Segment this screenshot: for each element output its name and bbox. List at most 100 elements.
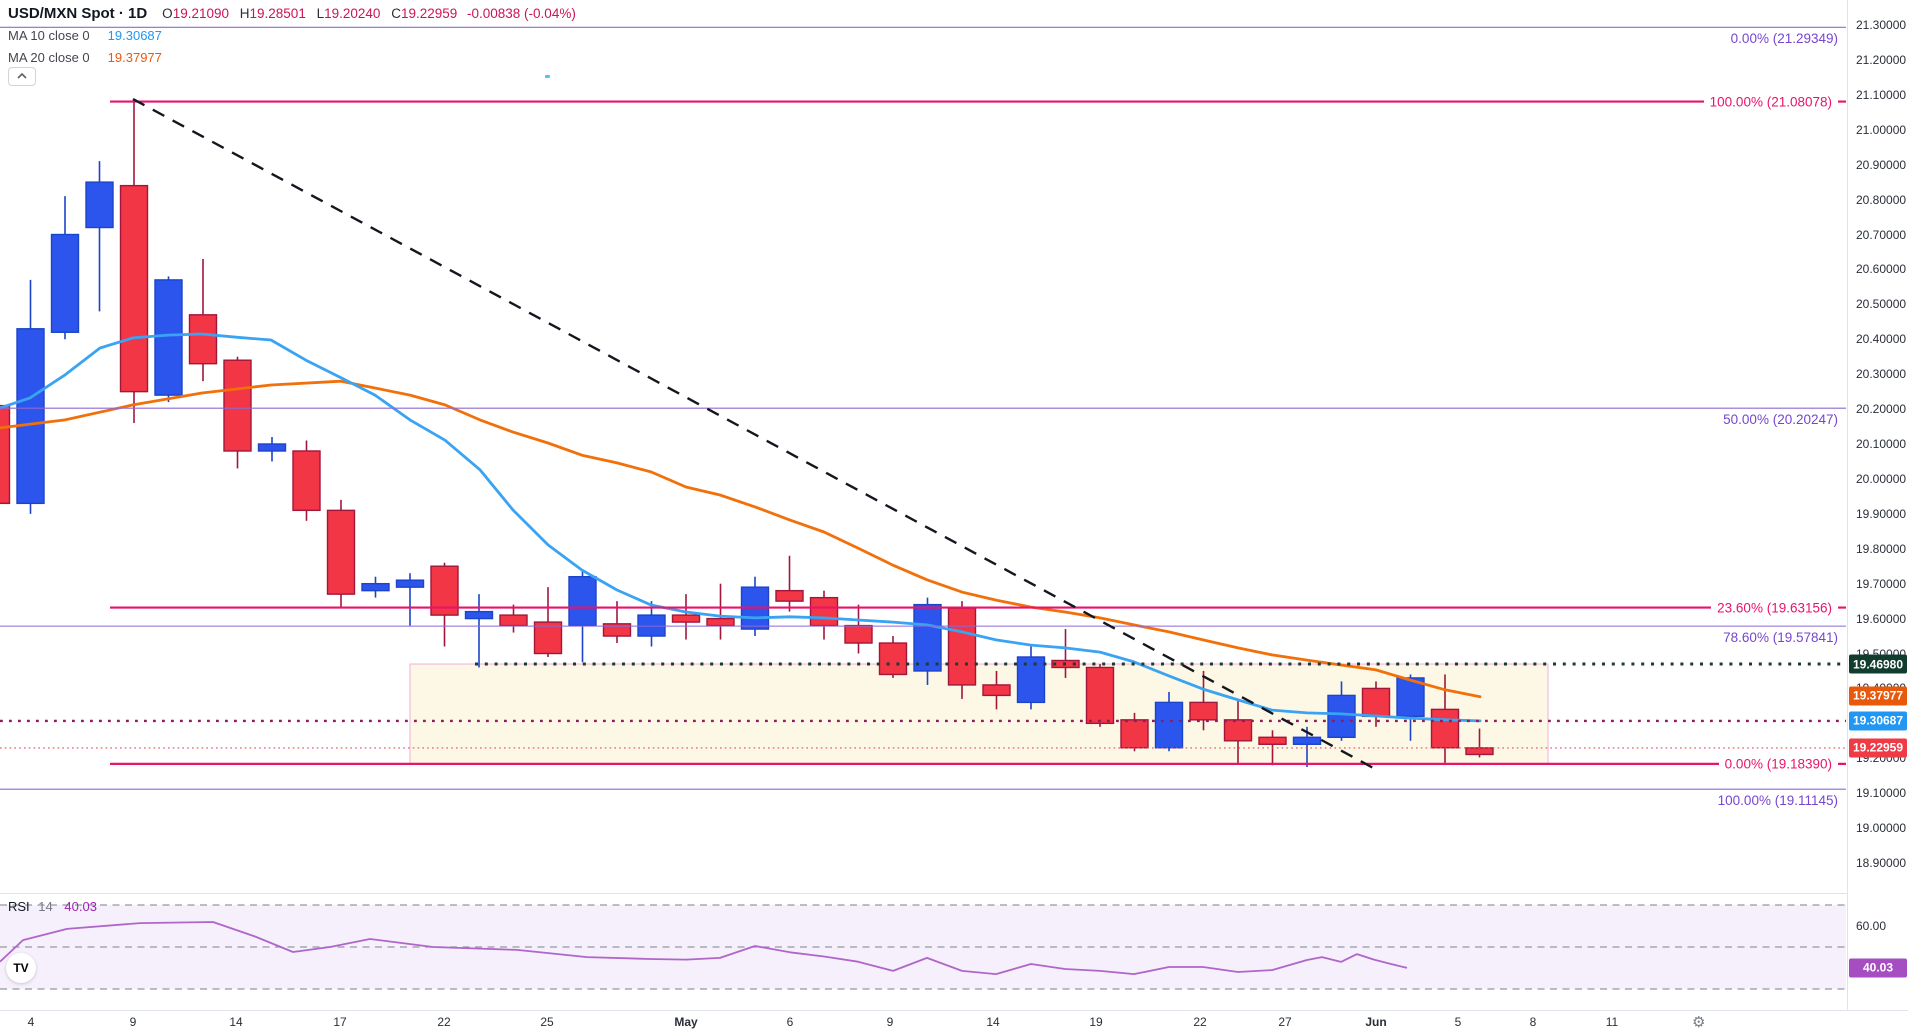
trendline[interactable] (132, 97, 1377, 771)
symbol-row[interactable]: USD/MXN Spot · 1D O19.21090 H19.28501 L1… (8, 4, 576, 24)
rsi-label: RSI (8, 899, 30, 914)
time-tick: 5 (1454, 1015, 1462, 1029)
fib-level-label: 50.00% (20.20247) (1723, 412, 1838, 428)
ma20-price-badge: 19.37977 (1849, 686, 1907, 705)
time-tick: 8 (1529, 1015, 1537, 1029)
ma20-legend-row[interactable]: MA 20 close 0 19.37977 (8, 48, 576, 68)
chevron-up-icon (15, 69, 29, 84)
symbol-title: USD/MXN Spot · 1D (8, 5, 148, 22)
price-tick: 19.70000 (1856, 576, 1907, 591)
fib-level-label: 100.00% (19.11145) (1717, 793, 1838, 809)
candle-body (1085, 666, 1115, 725)
candle-body (1223, 719, 1253, 742)
candle-body (0, 404, 11, 505)
price-tick: 19.00000 (1856, 821, 1907, 836)
price-tick: 18.90000 (1856, 856, 1907, 870)
ma10-line[interactable] (0, 332, 1482, 723)
candle-body (1430, 708, 1460, 749)
price-price-badge: 19.22959 (1849, 738, 1907, 758)
candle-body (1120, 719, 1149, 749)
candle-body (533, 621, 563, 655)
ma20-value: 19.37977 (107, 50, 162, 65)
candle-body (809, 596, 839, 627)
price-tick: 20.00000 (1856, 471, 1907, 486)
candle-body (1258, 736, 1287, 745)
price-tick: 21.00000 (1856, 122, 1907, 137)
tradingview-logo[interactable]: TV (6, 953, 36, 983)
fib-level-label: 100.00% (21.08078) (1703, 94, 1838, 109)
candle-body (292, 450, 321, 512)
candle-body (16, 328, 45, 505)
price-tick: 19.90000 (1856, 506, 1907, 521)
time-tick: 25 (540, 1015, 554, 1029)
ma20-line[interactable] (0, 379, 1482, 699)
price-tick: 20.90000 (1856, 157, 1907, 172)
rsi-line[interactable] (0, 921, 1408, 975)
candle-body (1189, 701, 1218, 721)
rsi-value-badge: 40.03 (1849, 958, 1907, 978)
time-tick: 22 (437, 1015, 451, 1029)
price-tick: 20.60000 (1856, 262, 1907, 277)
candle-body (1465, 747, 1494, 756)
time-tick: Jun (1365, 1015, 1387, 1029)
pane-collapse-button[interactable] (8, 67, 36, 86)
candle-body (499, 614, 528, 627)
ma10-price-badge: 19.30687 (1849, 711, 1907, 731)
candle-body (947, 607, 977, 686)
candle-body (85, 181, 114, 229)
candle-body (878, 642, 908, 676)
rsi-tick: 60.00 (1856, 919, 1887, 933)
ma10-legend-row[interactable]: MA 10 close 0 19.30687 (8, 26, 576, 46)
time-tick: 17 (333, 1015, 347, 1029)
ma10-label: MA 10 close 0 (8, 28, 90, 43)
time-tick: 9 (129, 1015, 137, 1029)
price-tick: 19.10000 (1856, 786, 1907, 801)
price-tick: 20.50000 (1856, 297, 1907, 312)
tradingview-logo-glyph: TV (13, 961, 29, 975)
time-tick: 9 (886, 1015, 894, 1029)
price-tick: 19.60000 (1856, 611, 1907, 626)
candle-body (361, 582, 390, 592)
candle-body (1016, 656, 1046, 704)
change-readout: -0.00838 (-0.04%) (467, 6, 576, 21)
price-tick: 20.20000 (1856, 402, 1907, 417)
rsi-value: 40.03 (64, 899, 97, 914)
candle-body (568, 575, 597, 627)
price-tick: 21.20000 (1856, 52, 1907, 67)
time-axis[interactable]: ⚙ 4 9 14 17 22 25 May 6 9 14 19 22 27 Jun 5 8 11 (0, 1010, 1908, 1034)
stray-marker (545, 75, 550, 78)
price-tick: 20.30000 (1856, 367, 1907, 382)
price-tick: 20.80000 (1856, 192, 1907, 207)
candle-body (119, 184, 149, 393)
candle-body (1154, 701, 1184, 749)
price-axis[interactable]: 21.30000 21.20000 21.10000 21.00000 20.90000… (1848, 0, 1908, 1010)
candle-body (602, 623, 632, 637)
candle-body (706, 617, 735, 627)
candle-body (671, 614, 701, 623)
price-tick: 20.40000 (1856, 332, 1907, 347)
time-tick: 11 (1605, 1015, 1619, 1029)
candle-body (1361, 687, 1391, 718)
settings-icon[interactable]: ⚙ (1692, 1014, 1706, 1031)
rsi-legend-row[interactable]: RSI 14 40.03 (8, 899, 97, 914)
time-tick: 14 (986, 1015, 1000, 1029)
fib-level-label: 0.00% (21.29349) (1730, 31, 1838, 47)
candle-body (1292, 736, 1322, 745)
price-tick: 21.10000 (1856, 87, 1907, 102)
price-tick: 21.30000 (1856, 18, 1907, 32)
candle-body (50, 233, 80, 333)
candle-body (637, 614, 666, 637)
candle-body (1327, 694, 1356, 739)
level-price-badge: 19.46980 (1849, 654, 1907, 674)
fib-level-label: 23.60% (19.63156) (1711, 600, 1838, 616)
legend: USD/MXN Spot · 1D O19.21090 H19.28501 L1… (8, 4, 576, 86)
candle-body (395, 579, 425, 588)
price-tick: 20.10000 (1856, 437, 1907, 451)
candle-body (464, 610, 494, 620)
candle-body (154, 279, 183, 396)
candle-body (775, 589, 804, 602)
time-tick: 14 (229, 1015, 243, 1029)
fib-level-label: 0.00% (19.18390) (1718, 756, 1838, 772)
candle-body (188, 314, 218, 365)
